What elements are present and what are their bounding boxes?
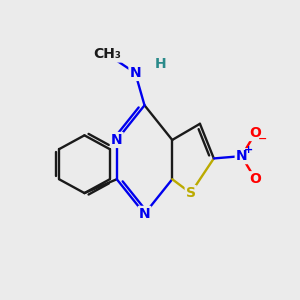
Text: O: O	[250, 126, 261, 140]
Text: −: −	[258, 134, 267, 144]
Text: N: N	[139, 207, 150, 221]
Text: N: N	[236, 149, 247, 163]
Text: H: H	[155, 57, 167, 71]
Text: +: +	[244, 145, 253, 155]
Text: N: N	[111, 133, 123, 147]
Text: O: O	[250, 172, 261, 186]
Text: S: S	[186, 186, 196, 200]
Text: N: N	[130, 66, 141, 80]
Text: CH₃: CH₃	[94, 47, 122, 61]
